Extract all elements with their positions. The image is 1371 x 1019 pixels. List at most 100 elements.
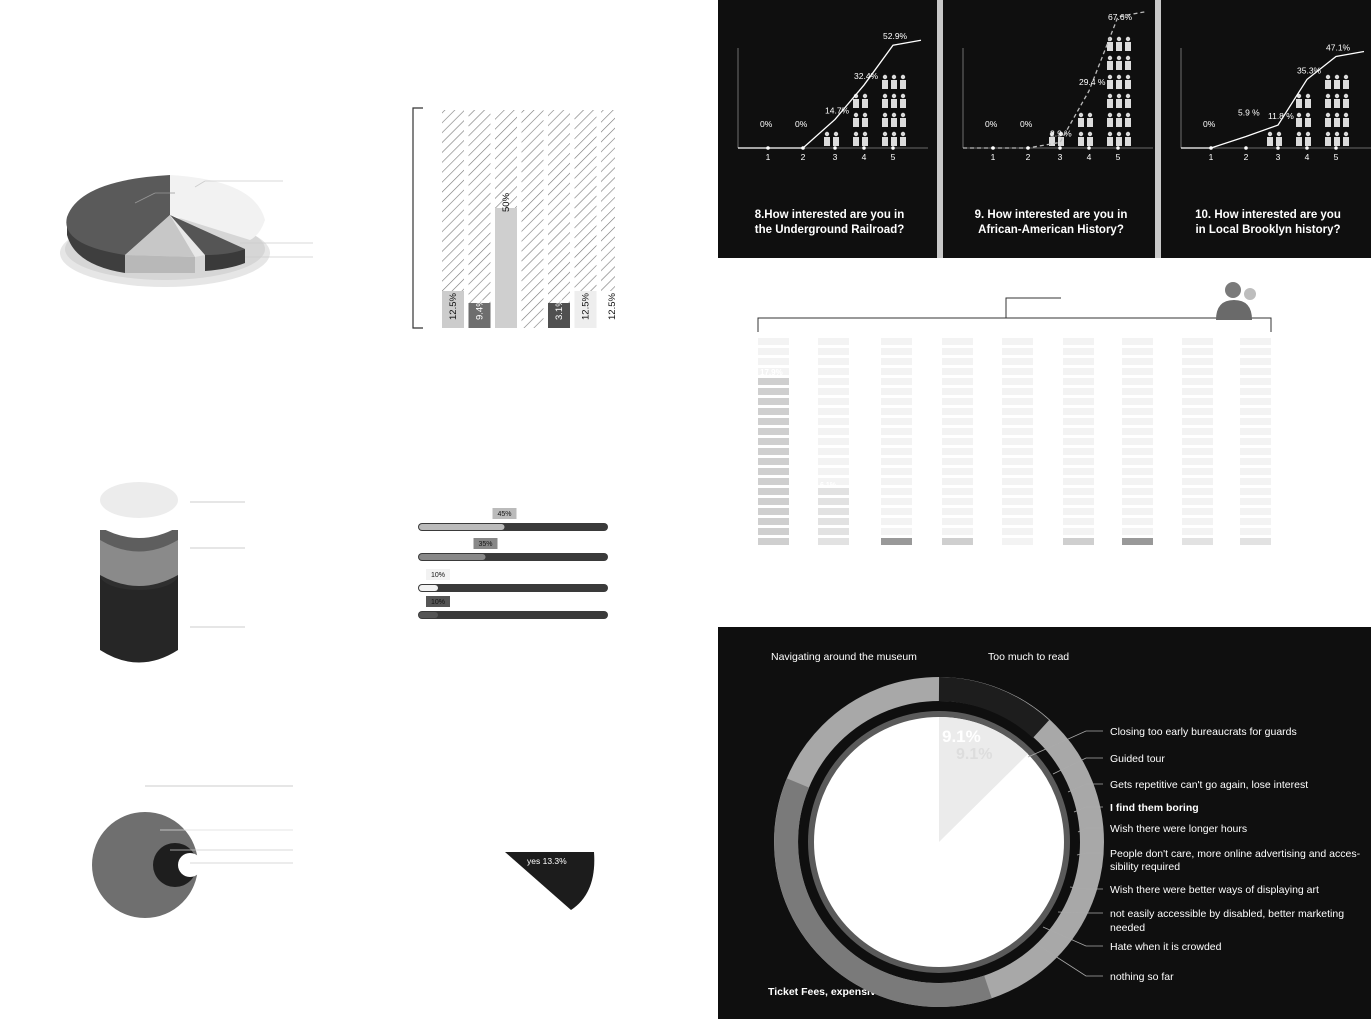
column-segment <box>1063 448 1094 455</box>
column-segment <box>758 408 789 415</box>
column-segment <box>818 378 849 385</box>
column-segment <box>881 448 912 455</box>
interest-value-label: 52.9% <box>883 31 908 41</box>
column-segment <box>1063 408 1094 415</box>
interest-value-label: 5.9 % <box>1238 108 1260 118</box>
column-segment <box>1182 348 1213 355</box>
column-segment <box>1063 538 1094 545</box>
column-segment <box>1063 368 1094 375</box>
column-segment <box>942 448 973 455</box>
progress-label: 10% <box>431 599 445 606</box>
yes-wedge-chart: yes 13.3% <box>505 852 595 910</box>
person-icon-body <box>1125 118 1131 127</box>
hatched-bar-value <box>468 303 491 328</box>
column-segment <box>1182 508 1213 515</box>
column-segment <box>881 338 912 345</box>
column-segment <box>1063 438 1094 445</box>
person-icon-body <box>1325 80 1331 89</box>
person-icon-body <box>891 99 897 108</box>
pie-3d-slice-large <box>66 175 170 255</box>
column-segment <box>1002 488 1033 495</box>
column-segment <box>942 338 973 345</box>
person-icon-head <box>891 93 897 99</box>
interest-tick-dot <box>1116 146 1120 150</box>
column-segment <box>1240 368 1271 375</box>
person-icon-head <box>900 131 906 137</box>
progress-label-bubble <box>492 508 517 519</box>
person-icon-body <box>1343 80 1349 89</box>
progress-fill <box>419 585 438 591</box>
interest-tick-dot <box>891 146 895 150</box>
column-segment <box>942 528 973 535</box>
person-icon-head <box>1305 93 1311 99</box>
column-segment <box>942 538 973 545</box>
person-icon-head <box>1343 93 1349 99</box>
column-segment <box>1063 348 1094 355</box>
column-segment <box>818 518 849 525</box>
interest-panels-chart: 1 0% 2 0% 3 14.7% 4 32.4% 5 52.9% 8.How interested… <box>718 0 1371 258</box>
interest-x-tick: 1 <box>1209 152 1214 162</box>
column-segment <box>1240 418 1271 425</box>
person-icon-head <box>882 131 888 137</box>
column-segment <box>881 478 912 485</box>
column-segment <box>1122 378 1153 385</box>
column-segment <box>1122 368 1153 375</box>
column-segment <box>942 388 973 395</box>
column-segment <box>1063 498 1094 505</box>
hatched-bar-chart: 12.5% 9.4% 50% 3.1% 12.5% 12.5% <box>412 107 615 329</box>
pie-3d-chart <box>60 175 313 287</box>
column-segment <box>1063 398 1094 405</box>
column-segment <box>758 478 789 485</box>
column-segment <box>1182 528 1213 535</box>
column-segment <box>1122 418 1153 425</box>
hatched-bar-background <box>521 110 544 328</box>
person-icon-head <box>1078 112 1084 118</box>
interest-x-tick: 2 <box>1244 152 1249 162</box>
interest-panel-10: 1 0% 2 5.9 % 3 11.8 % 4 35.3% 5 47.1% 10. How inte… <box>1161 0 1371 258</box>
hatched-bar-background <box>468 110 491 328</box>
column-segment <box>758 528 789 535</box>
person-icon-body <box>891 137 897 146</box>
column-segment <box>818 368 849 375</box>
person-icon-body <box>1267 137 1273 146</box>
progress-bar-chart: 45% 35% 10% 10% <box>418 508 608 619</box>
person-icon-body <box>1125 42 1131 51</box>
column-segment <box>758 428 789 435</box>
column-segment <box>881 488 912 495</box>
person-icon-body <box>1116 118 1122 127</box>
column-segment <box>1002 388 1033 395</box>
column-segment <box>881 408 912 415</box>
person-icon-head <box>1325 93 1331 99</box>
column-segment <box>818 498 849 505</box>
column-segment <box>1122 468 1153 475</box>
column-segment <box>881 518 912 525</box>
person-icon-head <box>882 112 888 118</box>
person-icon-head <box>1116 112 1122 118</box>
person-icon-body <box>853 118 859 127</box>
person-icon-body <box>900 80 906 89</box>
person-icon-head <box>1125 55 1131 61</box>
column-segment <box>1182 408 1213 415</box>
donut-label-bottom: Ticket Fees, expensive <box>768 986 882 998</box>
column-segment <box>1063 388 1094 395</box>
column-segment <box>1002 348 1033 355</box>
donut-leader-line <box>1042 926 1103 947</box>
column-segment <box>1002 408 1033 415</box>
column-segment <box>881 508 912 515</box>
person-icon-head <box>1107 74 1113 80</box>
column-segment <box>1122 458 1153 465</box>
hatched-bar-label: 12.5% <box>448 293 459 320</box>
person-icon-body <box>833 137 839 146</box>
person-icon-body <box>1116 80 1122 89</box>
column-segment <box>1063 468 1094 475</box>
hatched-bar-background <box>548 110 570 328</box>
progress-label: 35% <box>478 541 492 548</box>
column-segment <box>1122 528 1153 535</box>
interest-tick-dot <box>862 146 866 150</box>
person-icon-head <box>1049 131 1055 137</box>
column-segment <box>942 468 973 475</box>
person-icon-body <box>1276 137 1282 146</box>
column-segment <box>1182 498 1213 505</box>
column-segment <box>881 468 912 475</box>
person-icon-body <box>900 99 906 108</box>
